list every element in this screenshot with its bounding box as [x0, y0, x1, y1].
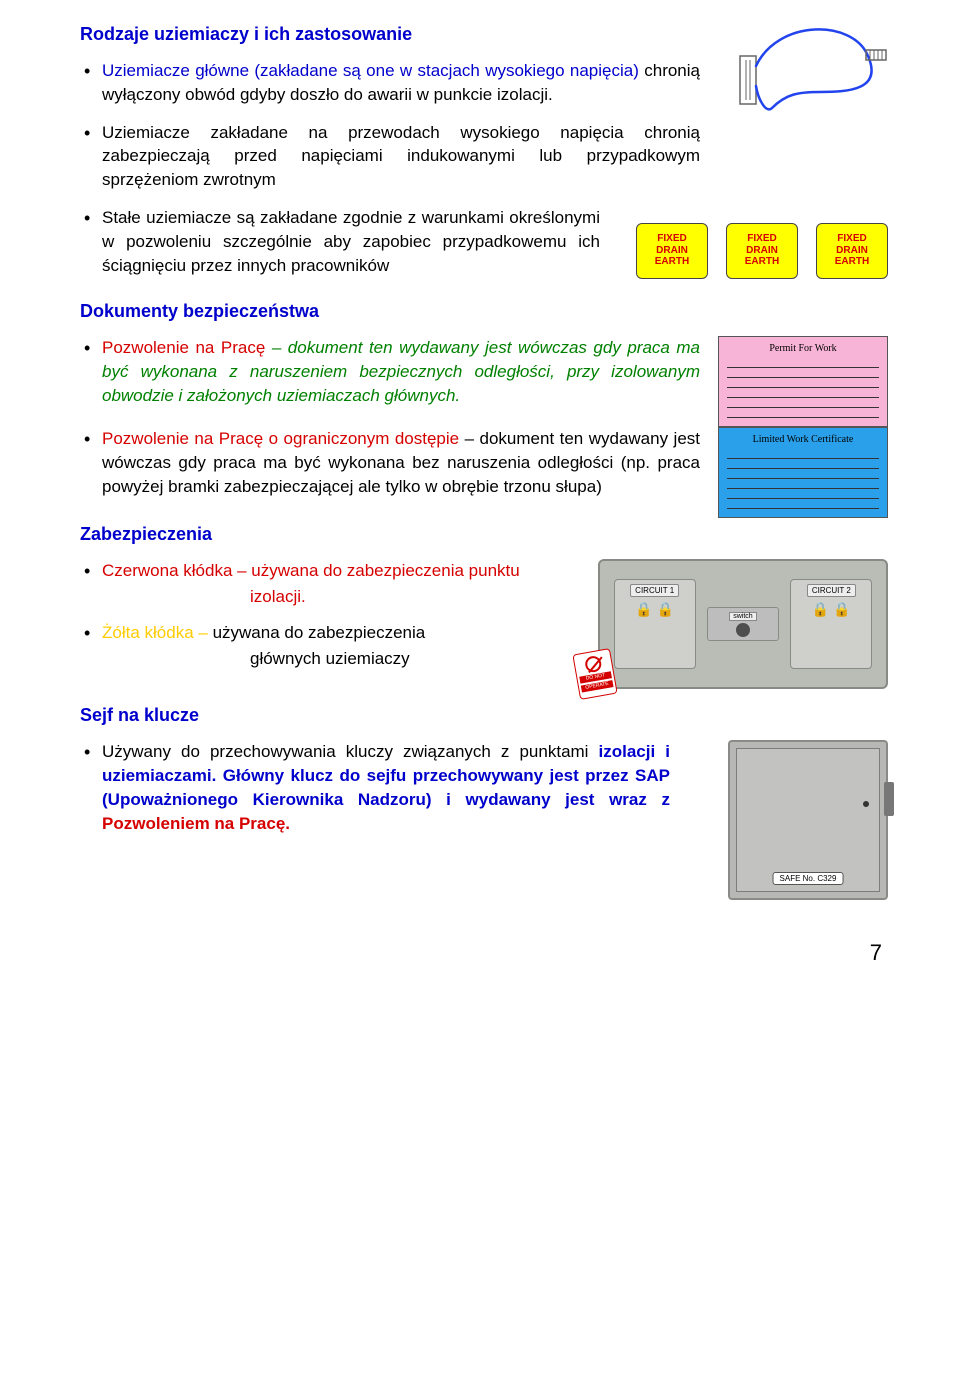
- docs-bullet-1: Pozwolenie na Pracę – dokument ten wydaw…: [80, 336, 700, 407]
- earthers-bullet-3: Stałe uziemiacze są zakładane zgodnie z …: [80, 206, 600, 277]
- red-lock-icon-2: 🔒: [812, 601, 829, 618]
- bl4: [727, 479, 879, 489]
- security-list-2: Żółta kłódka – używana do zabezpieczenia: [80, 621, 582, 645]
- safe-title: Sejf na klucze: [80, 705, 888, 726]
- earthers-bullet-2: Uziemiacze zakładane na przewodach wysok…: [80, 121, 700, 192]
- tag-text-2: FIXED DRAIN EARTH: [745, 233, 779, 268]
- yellowlock-rest: używana do zabezpieczenia: [213, 623, 426, 642]
- section-earthers-text: Rodzaje uziemiaczy i ich zastosowanie Uz…: [80, 24, 722, 206]
- security-yellowlock: Żółta kłódka – używana do zabezpieczenia: [80, 621, 582, 645]
- pl3: [727, 378, 879, 388]
- docs-bullet-2: Pozwolenie na Pracę o ograniczonym dostę…: [80, 427, 700, 498]
- panel-circuit-2: CIRCUIT 2 🔒 🔒: [790, 579, 872, 669]
- docs-list-1: Pozwolenie na Pracę – dokument ten wydaw…: [80, 336, 702, 407]
- tag-text-3: FIXED DRAIN EARTH: [835, 233, 869, 268]
- panel-illustration: DO NOT OPERATE CIRCUIT 1 🔒 🔒 switch CIRC…: [598, 559, 888, 689]
- circuit-1-label: CIRCUIT 1: [630, 584, 679, 597]
- earthers-title: Rodzaje uziemiaczy i ich zastosowanie: [80, 24, 722, 45]
- pl6: [727, 408, 879, 418]
- yellow-lock-icon: 🔒: [657, 601, 674, 618]
- earthers-b3-row: Stałe uziemiacze są zakładane zgodnie z …: [80, 206, 888, 291]
- safe-latch: [884, 782, 894, 816]
- docs-text-1: Pozwolenie na Pracę – dokument ten wydaw…: [80, 336, 702, 421]
- security-list: Czerwona kłódka – używana do zabezpiecze…: [80, 559, 582, 583]
- yellowlock-yellow: Żółta kłódka –: [102, 623, 213, 642]
- docs-title: Dokumenty bezpieczeństwa: [80, 301, 888, 322]
- earth-tag-1: FIXED DRAIN EARTH: [636, 223, 708, 279]
- no-icon: [584, 655, 603, 674]
- section-earthers-row: Rodzaje uziemiaczy i ich zastosowanie Uz…: [80, 24, 888, 206]
- safe-text: Używany do przechowywania kluczy związan…: [80, 740, 712, 849]
- bl5: [727, 489, 879, 499]
- safe-illustration-box: SAFE No. C329: [728, 740, 888, 900]
- docs-list-2: Pozwolenie na Pracę o ograniczonym dostę…: [80, 427, 702, 498]
- pl1: [727, 358, 879, 368]
- redlock-sub: izolacji.: [80, 587, 582, 607]
- docs-b2-red: Pozwolenie na Pracę o ograniczonym dostę…: [102, 429, 465, 448]
- security-title: Zabezpieczenia: [80, 524, 888, 545]
- safe-bullet: Używany do przechowywania kluczy związan…: [80, 740, 670, 835]
- safe-row: Używany do przechowywania kluczy związan…: [80, 740, 888, 900]
- permit-blue-title: Limited Work Certificate: [727, 434, 879, 445]
- safe-box: SAFE No. C329: [728, 740, 888, 900]
- pl5: [727, 398, 879, 408]
- permit-blue: Limited Work Certificate: [718, 427, 888, 518]
- security-text: Czerwona kłódka – używana do zabezpiecze…: [80, 559, 582, 683]
- yellow-lock-icon-2: 🔒: [833, 601, 850, 618]
- hang-tag: DO NOT OPERATE: [572, 648, 617, 700]
- permit-pink-card: Permit For Work: [718, 336, 888, 427]
- safe-text-a: Używany do przechowywania kluczy związan…: [102, 742, 599, 761]
- safe-list: Używany do przechowywania kluczy związan…: [80, 740, 712, 835]
- security-redlock: Czerwona kłódka – używana do zabezpiecze…: [80, 559, 582, 583]
- bl6: [727, 499, 879, 509]
- docs-text-2: Pozwolenie na Pracę o ograniczonym dostę…: [80, 427, 702, 512]
- security-row: Czerwona kłódka – używana do zabezpiecze…: [80, 559, 888, 689]
- pl2: [727, 368, 879, 378]
- safe-door: SAFE No. C329: [736, 748, 880, 892]
- circuit-2-label: CIRCUIT 2: [807, 584, 856, 597]
- switch-knob: [736, 623, 750, 637]
- panel-switch: switch: [707, 607, 779, 641]
- docs-b1-red: Pozwolenie na Pracę: [102, 338, 272, 357]
- tag-text-1: FIXED DRAIN EARTH: [655, 233, 689, 268]
- earthers-b3-text: Stałe uziemiacze są zakładane zgodnie z …: [80, 206, 620, 291]
- permit-blue-card: Limited Work Certificate: [718, 427, 888, 518]
- bl3: [727, 469, 879, 479]
- earth-tag-2: FIXED DRAIN EARTH: [726, 223, 798, 279]
- permit-pink: Permit For Work: [718, 336, 888, 427]
- earthers-list: Uziemiacze główne (zakładane są one w st…: [80, 59, 722, 192]
- c2-locks: 🔒 🔒: [812, 601, 851, 618]
- yellowlock-sub: głównych uziemiaczy: [80, 649, 582, 669]
- earthers-b1-blue: Uziemiacze główne (zakładane są one w st…: [102, 61, 644, 80]
- red-lock-icon: 🔒: [635, 601, 652, 618]
- earth-tags-row: FIXED DRAIN EARTH FIXED DRAIN EARTH FIXE…: [636, 223, 888, 279]
- earthers-list-2: Stałe uziemiacze są zakładane zgodnie z …: [80, 206, 620, 277]
- redlock-text: Czerwona kłódka – używana do zabezpiecze…: [102, 561, 520, 580]
- permit-pink-title: Permit For Work: [727, 343, 879, 354]
- c1-locks: 🔒 🔒: [635, 601, 674, 618]
- bl2: [727, 459, 879, 469]
- panel-circuit-1: CIRCUIT 1 🔒 🔒: [614, 579, 696, 669]
- earth-tag-3: FIXED DRAIN EARTH: [816, 223, 888, 279]
- panel-illustration-box: DO NOT OPERATE CIRCUIT 1 🔒 🔒 switch CIRC…: [598, 559, 888, 689]
- bl1: [727, 449, 879, 459]
- docs-row-2: Pozwolenie na Pracę o ograniczonym dostę…: [80, 427, 888, 518]
- device-drawing: [738, 24, 888, 139]
- page-number: 7: [80, 940, 888, 966]
- docs-row-1: Pozwolenie na Pracę – dokument ten wydaw…: [80, 336, 888, 427]
- safe-text-d: Pozwoleniem na Pracę.: [102, 814, 290, 833]
- pl4: [727, 388, 879, 398]
- earthers-bullet-1: Uziemiacze główne (zakładane są one w st…: [80, 59, 700, 107]
- safe-keyhole: [863, 801, 869, 807]
- safe-label: SAFE No. C329: [773, 872, 844, 885]
- switch-label: switch: [729, 612, 756, 621]
- device-drawing-svg: [738, 24, 888, 134]
